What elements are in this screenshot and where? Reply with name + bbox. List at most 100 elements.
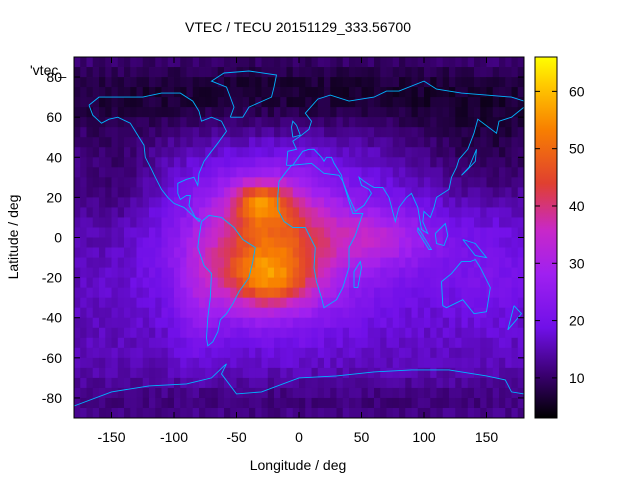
heatmap-cell [274, 407, 281, 419]
heatmap-cell [492, 247, 500, 258]
heatmap-cell [442, 357, 450, 369]
heatmap-cell [361, 397, 369, 409]
heatmap-cell [399, 357, 406, 369]
heatmap-cell [386, 57, 394, 68]
heatmap-cell [436, 237, 444, 248]
heatmap-cell [111, 137, 119, 148]
heatmap-cell [461, 397, 469, 409]
heatmap-cell [480, 117, 487, 128]
heatmap-cell [255, 337, 262, 349]
heatmap-cell [280, 317, 287, 329]
heatmap-cell [305, 117, 312, 128]
heatmap-cell [99, 367, 106, 379]
heatmap-cell [455, 207, 462, 218]
heatmap-cell [442, 327, 450, 339]
heatmap-cell [180, 177, 187, 188]
heatmap-cell [255, 157, 262, 168]
heatmap-cell [80, 317, 87, 329]
heatmap-cell [442, 187, 450, 198]
heatmap-cell [405, 317, 412, 329]
heatmap-cell [436, 127, 444, 138]
heatmap-cell [236, 377, 244, 389]
heatmap-cell [480, 267, 487, 279]
heatmap-cell [180, 377, 187, 389]
heatmap-cell [486, 317, 494, 329]
heatmap-cell [324, 217, 331, 228]
heatmap-cell [324, 227, 331, 238]
heatmap-cell [449, 307, 456, 319]
heatmap-cell [242, 117, 250, 128]
heatmap-cell [130, 197, 137, 208]
heatmap-cell [405, 357, 412, 369]
heatmap-cell [505, 127, 512, 138]
heatmap-cell [505, 267, 512, 279]
heatmap-cell [99, 87, 106, 98]
heatmap-cell [249, 337, 256, 349]
heatmap-cell [299, 57, 306, 68]
heatmap-cell [186, 407, 194, 419]
heatmap-cell [242, 197, 250, 208]
heatmap-cell [292, 87, 300, 98]
heatmap-cell [205, 207, 212, 218]
heatmap-cell [474, 87, 481, 98]
heatmap-cell [480, 67, 487, 78]
heatmap-cell [211, 227, 219, 238]
heatmap-cell [361, 377, 369, 389]
heatmap-cell [274, 97, 281, 108]
heatmap-cell [230, 147, 237, 158]
heatmap-cell [405, 107, 412, 118]
heatmap-cell [124, 77, 131, 88]
heatmap-cell [117, 247, 125, 258]
heatmap-cell [317, 97, 325, 108]
heatmap-cell [230, 197, 237, 208]
heatmap-cell [155, 147, 162, 158]
heatmap-cell [486, 407, 494, 419]
heatmap-cell [180, 197, 187, 208]
heatmap-cell [155, 347, 162, 359]
heatmap-cell [111, 207, 119, 218]
heatmap-cell [405, 287, 412, 299]
heatmap-cell [111, 157, 119, 168]
heatmap-cell [205, 297, 212, 309]
heatmap-cell [261, 327, 269, 339]
heatmap-cell [255, 287, 262, 299]
heatmap-cell [211, 177, 219, 188]
heatmap-cell [480, 177, 487, 188]
heatmap-cell [480, 347, 487, 359]
heatmap-cell [449, 57, 456, 68]
heatmap-cell [330, 297, 337, 309]
heatmap-cell [430, 297, 437, 309]
heatmap-cell [367, 137, 375, 148]
heatmap-cell [355, 187, 362, 198]
heatmap-cell [261, 87, 269, 98]
heatmap-cell [330, 77, 337, 88]
heatmap-cell [461, 177, 469, 188]
heatmap-cell [130, 257, 137, 268]
heatmap-cell [167, 187, 175, 198]
heatmap-cell [192, 367, 200, 379]
heatmap-cell [374, 117, 381, 128]
heatmap-cell [386, 297, 394, 309]
heatmap-cell [117, 237, 125, 248]
heatmap-cell [424, 177, 431, 188]
heatmap-cell [74, 277, 81, 289]
heatmap-cell [274, 107, 281, 118]
heatmap-cell [274, 147, 281, 158]
heatmap-cell [267, 387, 275, 399]
heatmap-cell [449, 247, 456, 258]
heatmap-cell [361, 267, 369, 279]
heatmap-cell [424, 337, 431, 349]
heatmap-cell [317, 297, 325, 309]
heatmap-cell [261, 67, 269, 78]
heatmap-cell [305, 297, 312, 309]
heatmap-cell [180, 227, 187, 238]
heatmap-cell [280, 87, 287, 98]
heatmap-cell [211, 327, 219, 339]
heatmap-cell [292, 287, 300, 299]
heatmap-cell [505, 227, 512, 238]
heatmap-cell [180, 137, 187, 148]
heatmap-cell [105, 287, 112, 299]
heatmap-cell [342, 347, 350, 359]
heatmap-cell [349, 277, 356, 289]
y-tick-label: 60 [46, 109, 62, 125]
